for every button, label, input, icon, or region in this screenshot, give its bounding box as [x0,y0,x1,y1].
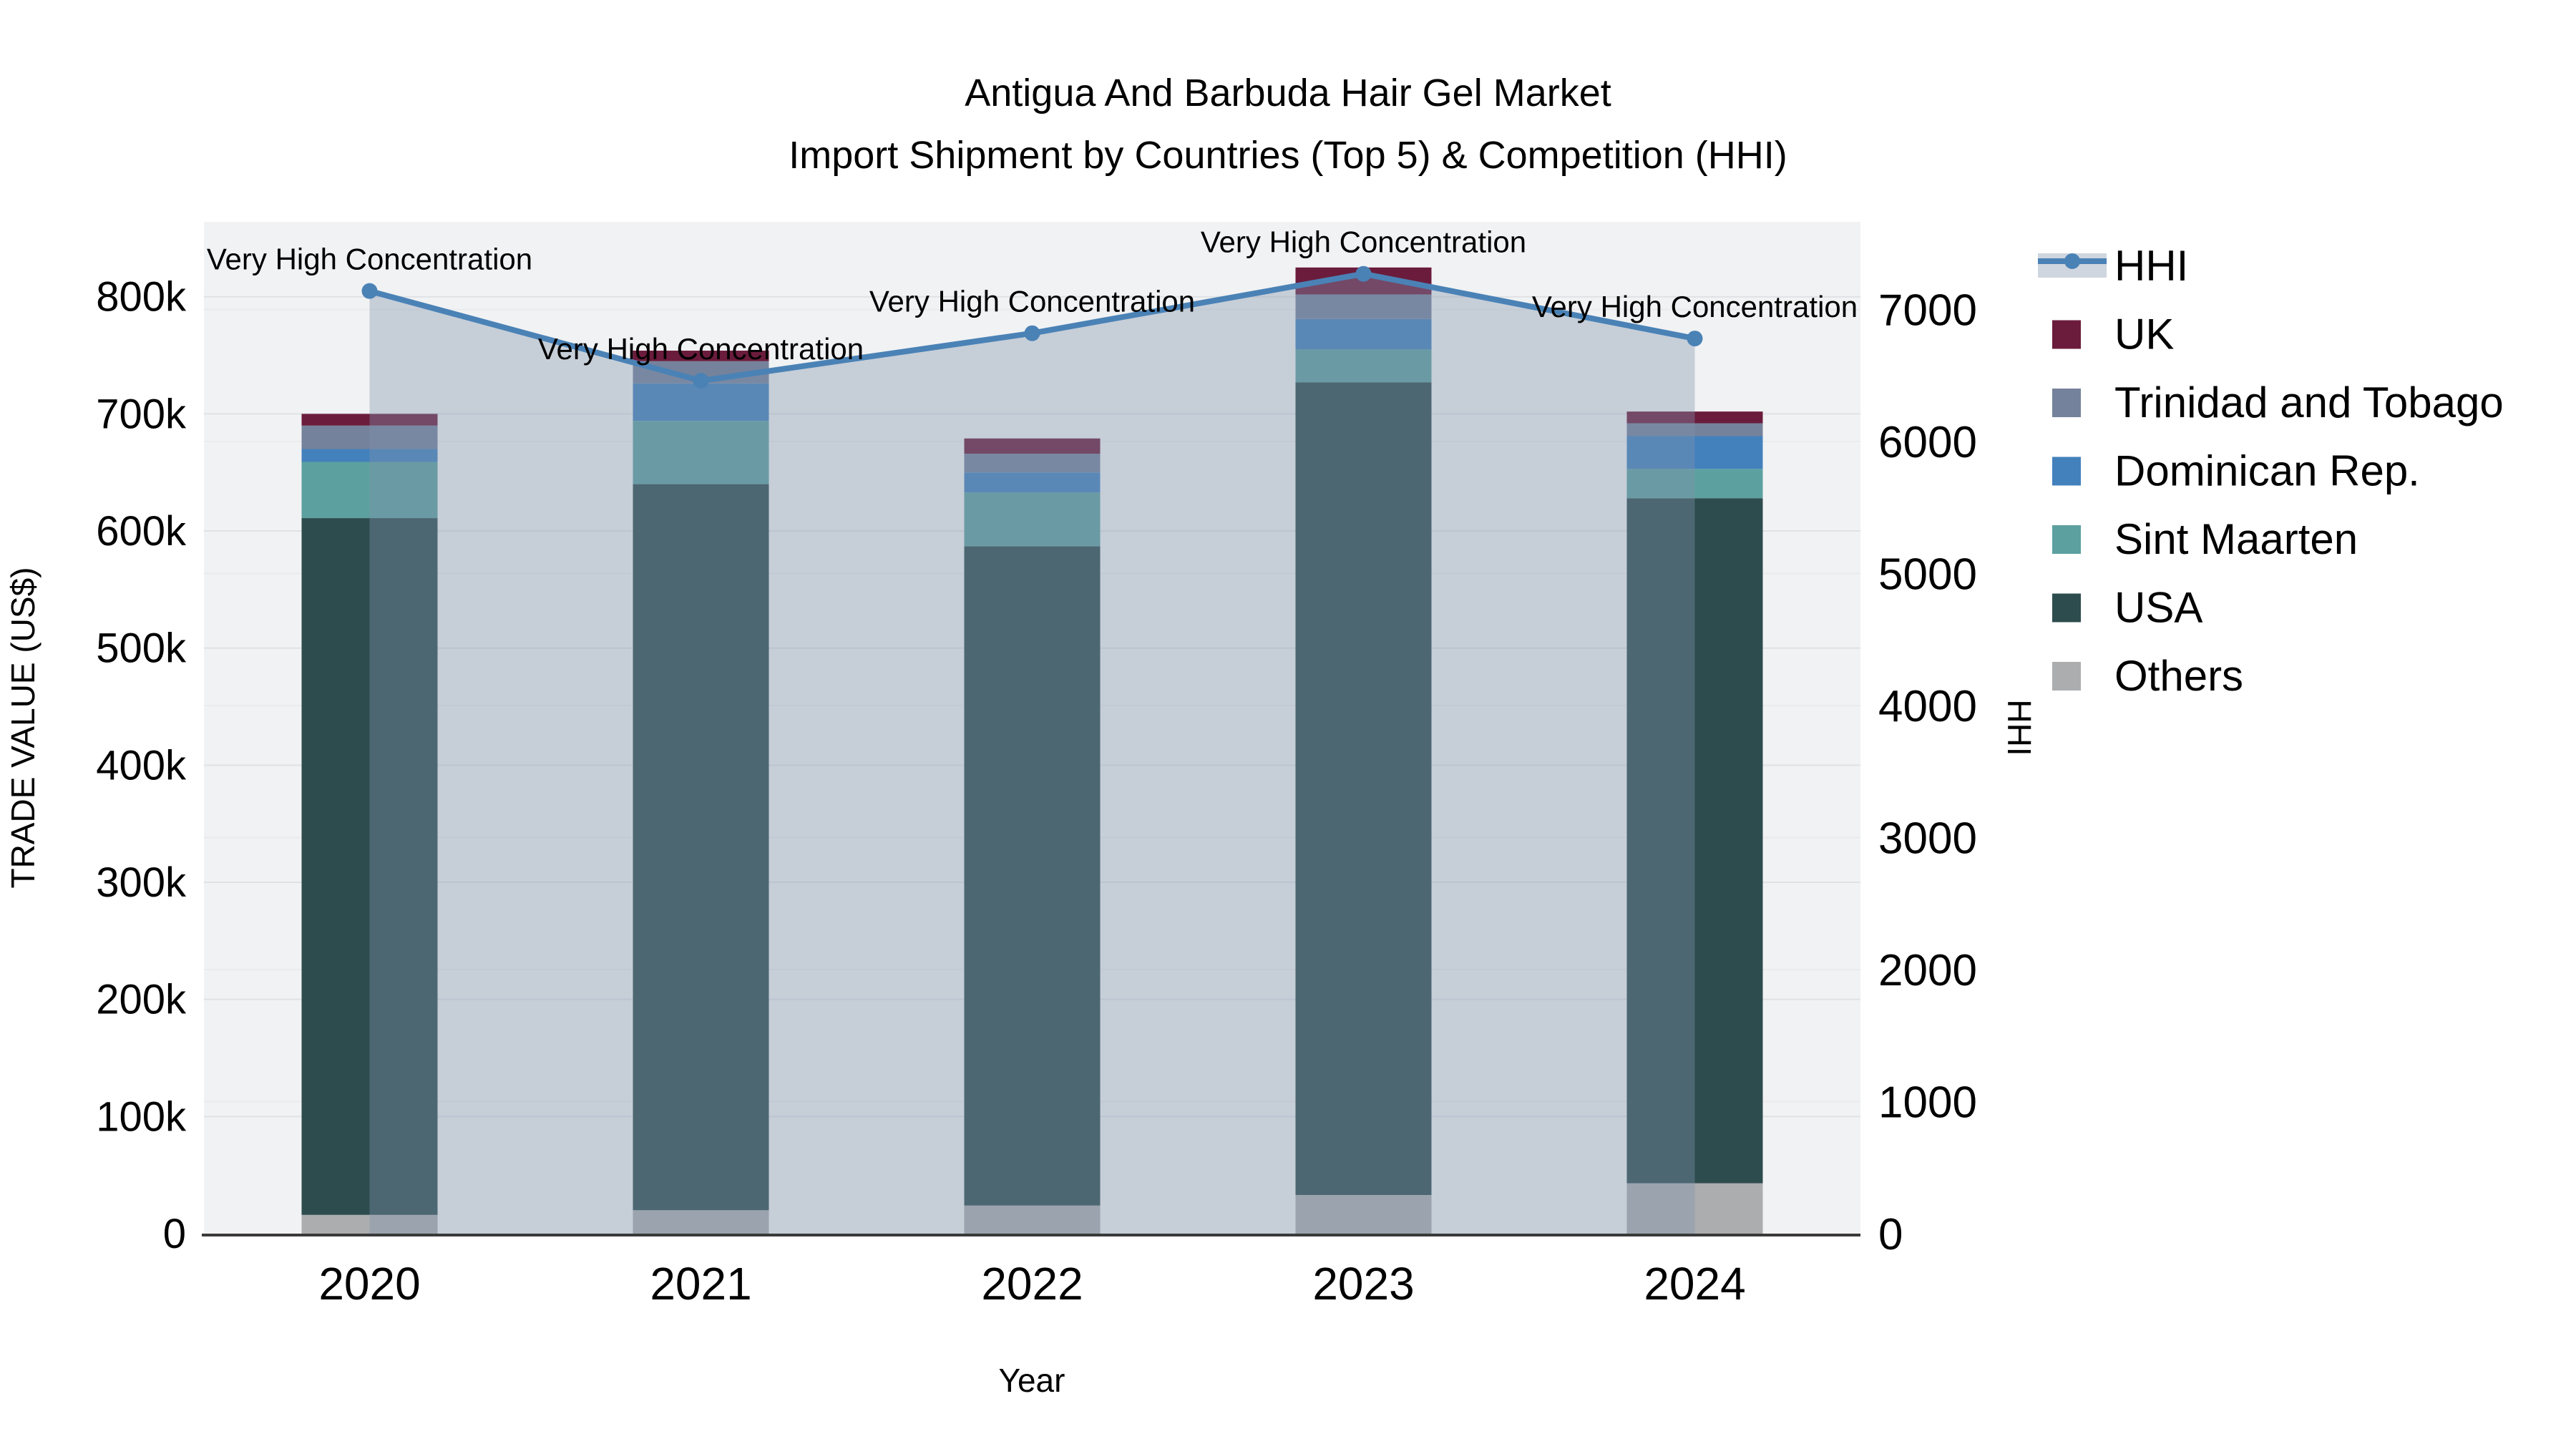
y-tick-left: 300k [96,859,187,906]
bar-segment-2023-trinidad-and-tobago[interactable] [1295,294,1432,319]
annotation-2021: Very High Concentration [538,332,864,366]
legend-label: Dominican Rep. [2114,447,2420,495]
bar-segment-2024-usa[interactable] [1626,498,1763,1184]
bar-segment-2020-usa[interactable] [301,518,438,1215]
bar-segment-2021-dominican-rep-[interactable] [633,383,769,421]
bar-segment-2024-sint-maarten[interactable] [1626,469,1763,499]
bar-segment-2021-usa[interactable] [633,484,769,1211]
y-tick-left: 800k [96,274,187,321]
legend-label: UK [2114,311,2174,358]
bar-segment-2020-others[interactable] [301,1214,438,1234]
bar-segment-2024-uk[interactable] [1626,411,1763,424]
bar-segment-2024-others[interactable] [1626,1183,1763,1234]
bar-segment-2023-usa[interactable] [1295,382,1432,1195]
annotation-2023: Very High Concentration [1201,225,1526,259]
legend-label: Trinidad and Tobago [2114,379,2504,426]
bar-segment-2021-uk[interactable] [633,351,769,361]
annotation-2024: Very High Concentration [1532,290,1858,323]
legend-item-dominican-rep-[interactable]: Dominican Rep. [2052,447,2420,495]
y-tick-right: 2000 [1878,946,1977,995]
legend-item-others[interactable]: Others [2052,652,2243,700]
legend-item-uk[interactable]: UK [2052,311,2174,358]
bar-segment-2022-others[interactable] [964,1205,1101,1234]
x-tick-2023: 2023 [1312,1258,1414,1309]
legend-color-swatch [2052,662,2081,691]
y-tick-left: 100k [96,1093,187,1140]
legend-hhi-marker-swatch [2064,253,2080,269]
legend-item-trinidad-and-tobago[interactable]: Trinidad and Tobago [2052,379,2504,426]
legend-color-swatch [2052,320,2081,349]
legend-label: Sint Maarten [2114,515,2358,563]
legend-color-swatch [2052,525,2081,554]
bar-segment-2022-usa[interactable] [964,546,1101,1206]
hhi-area [369,273,1695,1234]
y-tick-left: 200k [96,977,187,1023]
hhi-marker-2022[interactable] [1024,325,1040,341]
bar-segment-2023-dominican-rep-[interactable] [1295,318,1432,350]
legend-color-swatch [2052,389,2081,417]
legend-item-hhi[interactable]: HHI [2038,242,2188,290]
hhi-marker-2020[interactable] [361,283,378,299]
y-tick-left: 700k [96,391,187,437]
hhi-marker-2023[interactable] [1355,265,1372,282]
bar-segment-2023-sint-maarten[interactable] [1295,349,1432,383]
y-tick-left: 600k [96,508,187,555]
y-tick-right: 0 [1878,1210,1903,1259]
bar-segment-2024-dominican-rep-[interactable] [1626,436,1763,469]
annotation-2020: Very High Concentration [207,243,532,276]
legend-label: Others [2114,652,2243,700]
y-axis-title-right: HHI [2001,699,2038,756]
chart-title: Antigua And Barbuda Hair Gel Market [965,72,1611,114]
legend-label: HHI [2114,242,2188,290]
chart-subtitle: Import Shipment by Countries (Top 5) & C… [789,134,1787,177]
x-tick-2021: 2021 [650,1258,751,1309]
x-axis-title: Year [999,1362,1065,1399]
legend-color-swatch [2052,593,2081,623]
x-tick-2024: 2024 [1644,1258,1745,1309]
bar-segment-2020-trinidad-and-tobago[interactable] [301,425,438,449]
x-tick-2020: 2020 [318,1258,420,1309]
legend-label: USA [2114,584,2202,632]
x-tick-2022: 2022 [981,1258,1083,1309]
y-tick-right: 7000 [1878,286,1977,336]
legend-item-sint-maarten[interactable]: Sint Maarten [2052,515,2358,563]
bar-segment-2020-dominican-rep-[interactable] [301,449,438,462]
bar-segment-2022-uk[interactable] [964,438,1101,454]
legend-item-usa[interactable]: USA [2052,584,2202,632]
bar-segment-2022-trinidad-and-tobago[interactable] [964,454,1101,473]
legend-color-swatch [2052,457,2081,486]
y-tick-right: 3000 [1878,814,1977,864]
y-tick-left: 0 [163,1211,186,1257]
bar-segment-2021-others[interactable] [633,1210,769,1234]
bar-segment-2020-sint-maarten[interactable] [301,462,438,519]
bar-segment-2023-others[interactable] [1295,1194,1432,1234]
bar-segment-2021-sint-maarten[interactable] [633,421,769,484]
y-tick-left: 400k [96,742,187,789]
y-tick-right: 4000 [1878,682,1977,731]
bar-segment-2022-dominican-rep-[interactable] [964,472,1101,493]
bar-segment-2024-trinidad-and-tobago[interactable] [1626,423,1763,436]
y-tick-right: 5000 [1878,550,1977,600]
y-tick-right: 6000 [1878,418,1977,467]
annotation-2022: Very High Concentration [869,285,1195,318]
bar-segment-2022-sint-maarten[interactable] [964,492,1101,547]
bar-segment-2020-uk[interactable] [301,414,438,426]
y-tick-right: 1000 [1878,1078,1977,1128]
hhi-marker-2024[interactable] [1687,331,1703,347]
y-tick-left: 500k [96,625,187,672]
hhi-marker-2021[interactable] [693,373,709,389]
y-axis-title-left: TRADE VALUE (US$) [4,567,42,888]
